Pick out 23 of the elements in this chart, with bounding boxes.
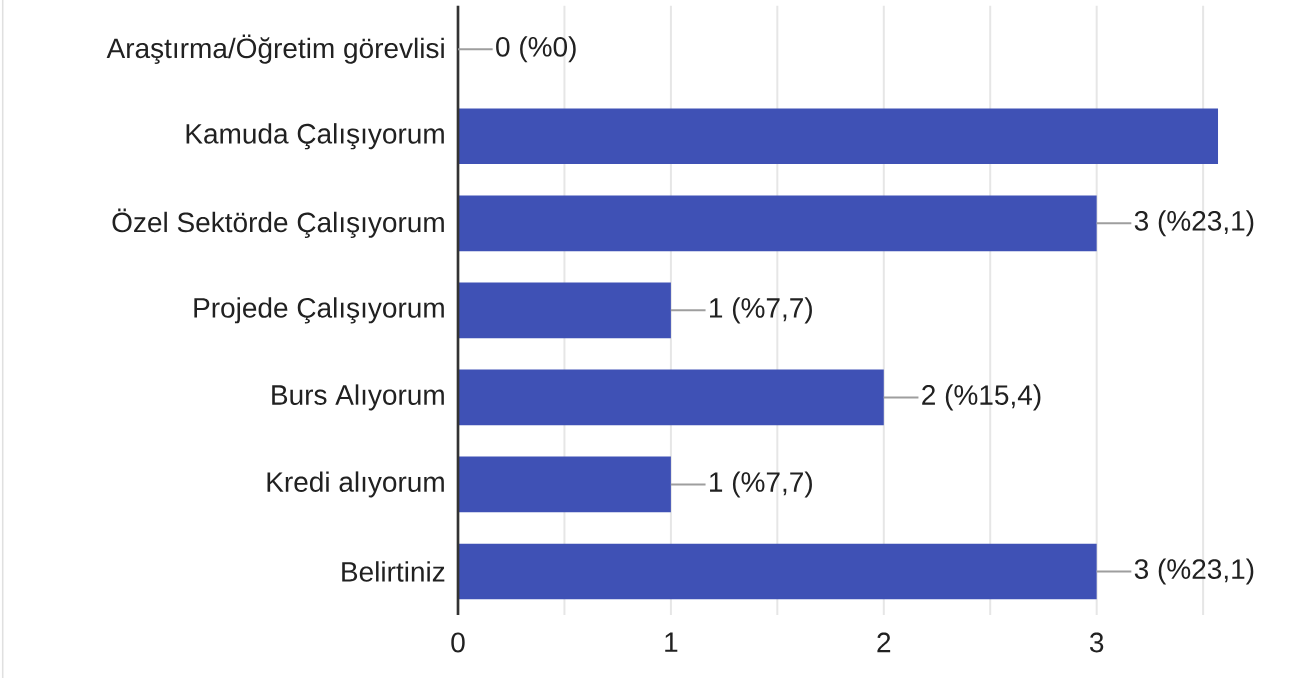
x-tick-label: 2 xyxy=(877,632,891,653)
bar xyxy=(458,282,671,339)
y-tick-label: Projede Çalışıyorum xyxy=(194,297,444,324)
data-label: 0 (%0) xyxy=(496,36,576,63)
data-label: 1 (%7,7) xyxy=(710,297,812,324)
y-tick-label: Araştırma/Öğretim görevlisi xyxy=(106,34,444,64)
x-tick-label: 3 xyxy=(1089,632,1104,653)
y-tick-label: Kamuda Çalışıyorum xyxy=(186,123,444,150)
y-tick-label: Burs Alıyorum xyxy=(272,384,444,411)
y-tick-label: Özel Sektörde Çalışıyorum xyxy=(112,208,444,238)
data-label: 2 (%15,4) xyxy=(922,384,1041,411)
x-tick-label: 0 xyxy=(451,632,465,653)
data-label: 1 (%7,7) xyxy=(710,471,812,498)
bar xyxy=(458,456,671,513)
y-tick-label: Belirtiniz xyxy=(342,561,445,582)
bar xyxy=(458,369,884,426)
bar xyxy=(458,195,1097,252)
y-tick-label: Kredi alıyorum xyxy=(267,471,444,498)
x-tick-label: 1 xyxy=(665,632,678,652)
data-label: 3 (%23,1) xyxy=(1134,210,1254,237)
data-label: 3 (%23,1) xyxy=(1134,558,1254,585)
bar xyxy=(458,108,1219,165)
bar xyxy=(458,543,1097,600)
